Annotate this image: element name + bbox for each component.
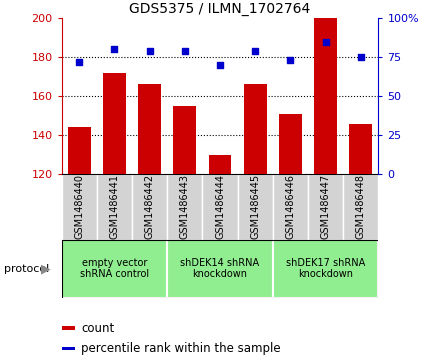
Bar [62,174,97,240]
Bar [132,174,167,240]
Point [146,48,153,54]
Bar [273,240,378,298]
Bar [343,174,378,240]
Text: shDEK17 shRNA
knockdown: shDEK17 shRNA knockdown [286,258,365,280]
Bar [273,174,308,240]
Bar [308,174,343,240]
Text: GSM1486445: GSM1486445 [250,174,260,240]
Text: GSM1486443: GSM1486443 [180,174,190,240]
Bar [173,106,196,174]
Bar [62,240,167,298]
Bar [62,326,75,330]
Text: GSM1486441: GSM1486441 [110,174,119,240]
Bar [244,85,267,174]
Text: count: count [81,322,114,335]
Text: GSM1486446: GSM1486446 [286,174,295,240]
Point [216,62,224,68]
Bar [238,174,273,240]
Point [357,54,364,60]
Point [76,59,83,65]
Text: GSM1486440: GSM1486440 [74,174,84,240]
Text: percentile rank within the sample: percentile rank within the sample [81,342,281,355]
Bar [103,73,126,174]
Bar [62,347,75,350]
Bar [138,85,161,174]
Text: GSM1486444: GSM1486444 [215,174,225,240]
Bar [167,174,202,240]
Point [322,39,329,45]
Bar [167,240,273,298]
Point [111,46,118,52]
Text: GSM1486448: GSM1486448 [356,174,366,240]
Bar [209,155,231,174]
Bar [97,174,132,240]
Text: shDEK14 shRNA
knockdown: shDEK14 shRNA knockdown [180,258,260,280]
Text: GSM1486442: GSM1486442 [145,174,154,240]
Title: GDS5375 / ILMN_1702764: GDS5375 / ILMN_1702764 [129,2,311,16]
Text: GSM1486447: GSM1486447 [321,174,330,240]
Text: protocol: protocol [4,264,50,274]
Bar [68,127,91,174]
Text: empty vector
shRNA control: empty vector shRNA control [80,258,149,280]
Point [252,48,259,54]
Point [181,48,188,54]
Bar [279,114,302,174]
Text: ▶: ▶ [40,262,50,275]
Bar [349,123,372,174]
Bar [202,174,238,240]
Bar [314,18,337,174]
Point [287,57,294,63]
